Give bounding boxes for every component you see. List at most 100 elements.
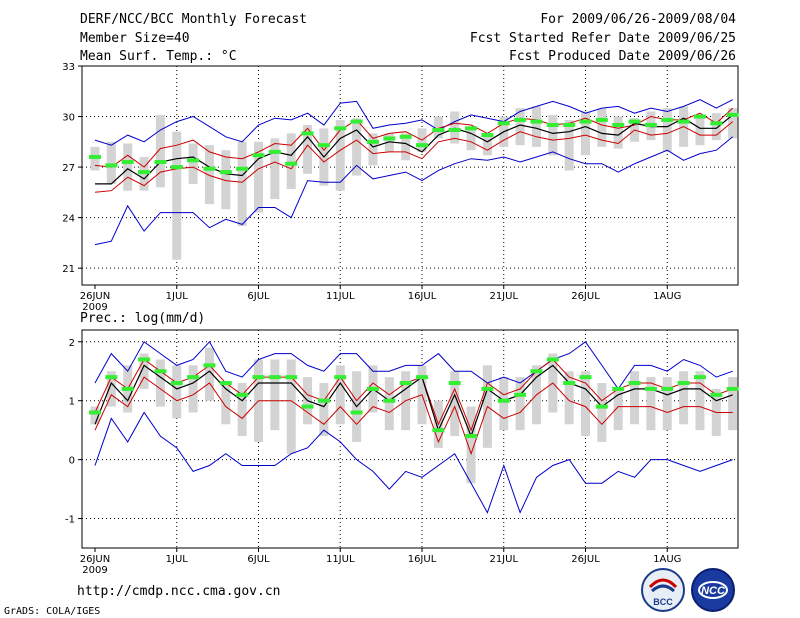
temp-marker [726, 112, 739, 117]
prec-xtick-label: 26JUL [571, 554, 600, 565]
prec-spread-box [270, 359, 280, 431]
prec-marker [89, 410, 101, 415]
temp-marker [285, 161, 298, 166]
temp-ensemble-upper-line [94, 107, 734, 168]
temp-ytick-label: 24 [62, 214, 75, 225]
temp-marker [693, 114, 706, 119]
temp-marker [366, 139, 379, 144]
prec-min-line [94, 411, 733, 514]
temp-marker [465, 126, 478, 131]
prec-marker [514, 392, 527, 397]
prec-marker [121, 386, 134, 391]
prec-xtick-label: 1JUL [166, 554, 189, 565]
svg-text:NCC: NCC [701, 585, 726, 597]
temp-marker [105, 163, 118, 168]
temp-spread-box [237, 141, 247, 227]
temp-spread-box [613, 116, 623, 149]
prec-spread-box [319, 383, 329, 437]
prec-marker [644, 386, 657, 391]
temp-spread-box [335, 119, 345, 191]
prec-marker [317, 398, 330, 403]
temp-marker [350, 119, 363, 124]
temp-marker [612, 122, 625, 127]
prec-xtick-label: 11JUL [326, 554, 355, 565]
temp-marker [644, 122, 657, 127]
prec-max-line [94, 340, 733, 390]
temp-marker [89, 154, 101, 159]
temp-marker [236, 166, 249, 171]
prec-spread-box [662, 377, 672, 431]
temp-ytick-label: 21 [62, 264, 75, 275]
prec-marker [693, 375, 706, 380]
temp-spread-box [384, 133, 394, 152]
temp-marker [154, 160, 167, 165]
prec-xtick-label: 6JUL [247, 554, 270, 565]
temp-spread-box [303, 124, 313, 174]
precip-label: Prec.: log(mm/d) [80, 311, 206, 326]
prec-spread-box [630, 371, 640, 425]
svg-text:BCC: BCC [653, 597, 673, 607]
prec-marker [448, 381, 461, 386]
prec-spread-box [728, 377, 738, 431]
temp-spread-box [106, 141, 116, 184]
prec-spread-box [90, 406, 100, 425]
temp-ytick-label: 27 [62, 163, 75, 174]
temp-marker [432, 128, 445, 133]
temp-marker [252, 153, 265, 158]
prec-marker [563, 381, 576, 386]
temp-marker [301, 131, 314, 136]
temp-spread-box [172, 131, 182, 260]
prec-spread-box [597, 383, 607, 442]
temp-spread-box [401, 133, 411, 161]
temp-spread-box [270, 138, 280, 200]
temp-max-line [94, 99, 733, 146]
temp-marker [383, 136, 396, 141]
source-url[interactable]: http://cmdp.ncc.cma.gov.cn [77, 584, 281, 599]
chart-title: DERF/NCC/BCC Monthly Forecast [80, 12, 307, 27]
temp-marker [514, 117, 527, 122]
prec-frame [81, 329, 739, 549]
temp-spread-box [728, 108, 738, 139]
prec-spread-box [188, 365, 198, 413]
member-size: Member Size=40 [80, 31, 190, 46]
temp-marker [399, 134, 412, 139]
prec-xtick-label: 1AUG [653, 554, 681, 565]
prec-spread-box [695, 371, 705, 431]
temp-spread-box [254, 141, 263, 213]
ncc-logo: NCC [690, 567, 736, 613]
temp-marker [530, 119, 543, 124]
bcc-logo: BCC [640, 567, 686, 613]
prec-marker [399, 381, 412, 386]
prec-marker [170, 381, 183, 386]
prec-marker [546, 357, 559, 362]
temp-marker [268, 149, 281, 154]
prec-marker [416, 375, 428, 380]
temp-mean-line [95, 114, 734, 185]
prec-spread-box [155, 359, 165, 407]
temp-marker [317, 143, 330, 148]
prec-spread-box [106, 371, 116, 407]
prec-ytick-label: 2 [69, 338, 75, 349]
prec-spread-box [515, 377, 525, 431]
temp-spread-box [155, 114, 165, 188]
temp-marker [187, 158, 200, 163]
prec-ensemble-lower-line [94, 376, 733, 456]
prec-marker [465, 434, 478, 439]
prec-marker [350, 410, 363, 415]
temp-marker [219, 170, 232, 175]
temp-marker [121, 160, 134, 165]
temp-year-label: 2009 [82, 302, 107, 313]
prec-year-label: 2009 [82, 565, 107, 576]
prec-marker [481, 386, 494, 391]
prec-spread-box [613, 388, 623, 431]
prec-marker [612, 386, 625, 391]
temp-spread-box [662, 108, 672, 152]
temp-marker [677, 119, 690, 124]
prec-spread-box [679, 371, 689, 425]
temp-marker [661, 117, 674, 122]
temp-spread-box [564, 119, 574, 171]
temp-marker [563, 122, 576, 127]
prec-marker [432, 428, 445, 433]
temp-spread-box [286, 133, 296, 189]
